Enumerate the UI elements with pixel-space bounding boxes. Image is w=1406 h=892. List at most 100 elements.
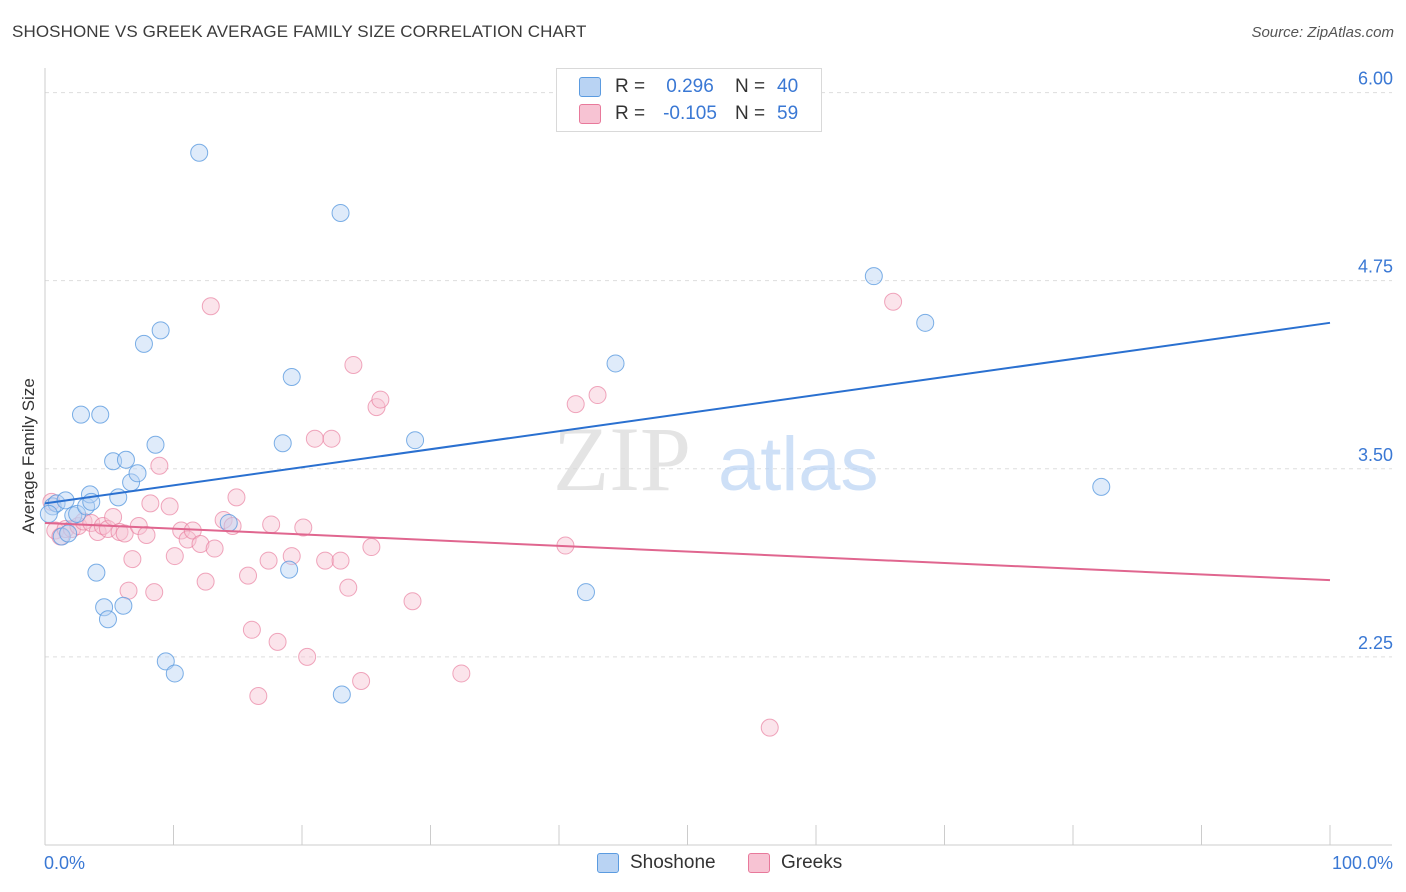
greeks-point [165,547,184,566]
n-label: N = [735,103,766,124]
y-tick-label: 4.75 [1358,257,1393,277]
greeks-point [371,390,390,409]
shoshone-legend-label: Shoshone [630,852,716,873]
greeks-point [344,355,363,374]
greeks-point [322,429,341,448]
greeks-legend-label: Greeks [781,852,843,873]
shoshone-point [116,450,135,469]
n-value: 59 [777,103,799,124]
greeks-point [760,718,779,737]
shoshone-point [104,452,123,471]
greeks-point [227,488,246,507]
shoshone-point [606,354,625,373]
trend-lines [44,321,1331,582]
greeks-point [160,497,179,516]
shoshone-point [71,405,90,424]
shoshone-point [280,560,299,579]
shoshone-point [59,524,78,543]
greeks-point [262,515,281,534]
shoshone-point [331,203,350,222]
shoshone-point [406,431,425,450]
tick-labels: 2.25 3.50 4.75 6.00 0.0% 100.0% [44,69,1393,873]
greeks-point [884,292,903,311]
shoshone-point [146,435,165,454]
shoshone-point [1092,477,1111,496]
shoshone-point [156,652,175,671]
legend-item-greeks: Greeks [748,852,842,874]
greeks-trend-line [44,521,1331,582]
greeks-point [214,510,233,529]
x-tick-label-max: 100.0% [1332,853,1393,873]
greeks-point [104,507,123,526]
shoshone-point [151,321,170,340]
shoshone-point [190,143,209,162]
y-tick-label: 6.00 [1358,69,1393,89]
shoshone-point [282,367,301,386]
greeks-legend-swatch [748,853,770,873]
greeks-point [268,632,287,651]
greeks-point [331,551,350,570]
greeks-point [298,647,317,666]
legend-row-greeks: R = -0.105 N = 59 [579,102,798,126]
shoshone-point [98,610,117,629]
greeks-point [339,578,358,597]
watermark-atlas: atlas [718,422,879,507]
greeks-point [239,566,258,585]
greeks-swatch [579,104,601,124]
chart-title: SHOSHONE VS GREEK AVERAGE FAMILY SIZE CO… [12,22,587,41]
greeks-point [282,547,301,566]
greeks-point [82,513,101,532]
greeks-point [137,526,156,544]
shoshone-point [219,513,238,532]
shoshone-point [916,313,935,332]
shoshone-point [165,664,184,683]
watermark-zip: ZIP [553,408,691,510]
shoshone-point [576,583,595,602]
shoshone-point [332,685,351,704]
shoshone-point [91,405,110,424]
n-label: N = [735,76,766,97]
greeks-point [141,494,160,513]
greeks-point [305,429,324,448]
greeks-point [352,671,371,690]
greeks-point [403,592,422,611]
greeks-point [123,550,142,569]
greeks-point [150,456,169,475]
greeks-point [201,297,220,316]
r-value: 0.296 [666,76,714,97]
r-value: -0.105 [663,103,717,124]
shoshone-legend-swatch [597,853,619,873]
greeks-point [362,538,381,557]
greeks-point [119,581,138,600]
greeks-point [588,386,607,405]
greeks-point [242,620,261,639]
x-tick-label-min: 0.0% [44,853,85,873]
shoshone-point [134,334,153,353]
shoshone-point [87,563,106,582]
greeks-point [145,583,164,602]
shoshone-points [39,143,1111,704]
shoshone-point [95,598,114,617]
shoshone-point [39,504,58,523]
greeks-point [115,524,134,543]
shoshone-point [128,464,147,483]
axes [44,68,1392,846]
shoshone-trend-line [44,321,1331,505]
y-axis-label: Average Family Size [19,378,38,534]
shoshone-point [864,267,883,286]
greeks-point [452,664,471,683]
source-label: Source: ZipAtlas.com [1251,24,1394,41]
greeks-point [294,518,313,537]
greeks-point [316,551,335,570]
greeks-point [249,687,268,706]
y-tick-label: 3.50 [1358,445,1393,465]
legend-row-shoshone: R = 0.296 N = 40 [579,75,798,99]
shoshone-swatch [579,77,601,97]
greeks-point [566,395,585,414]
shoshone-point [68,504,87,523]
series-legend: Shoshone Greeks [0,852,1406,878]
greeks-point [259,551,278,570]
r-label: R = [615,103,646,124]
stats-legend: R = 0.296 N = 40 R = -0.105 N = 59 [556,68,822,132]
